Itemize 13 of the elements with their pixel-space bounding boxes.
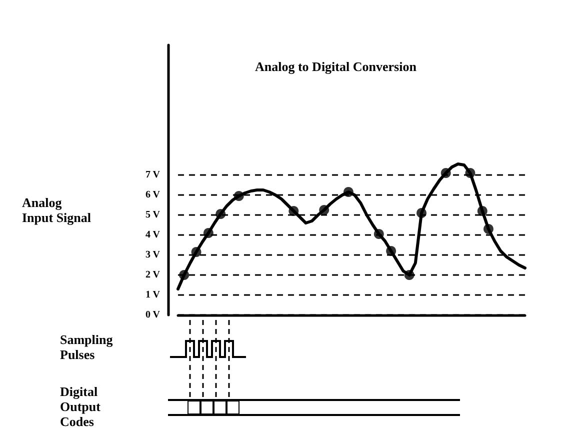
line-series xyxy=(176,162,526,290)
y-tick-label: 5 V xyxy=(145,210,161,220)
y-tick-label: 1 V xyxy=(145,290,161,300)
text: Sampling Pulses xyxy=(60,332,116,362)
text: Analog to Digital Conversion xyxy=(255,59,418,74)
text: Digital Output Codes xyxy=(60,384,104,429)
y-tick-label: 0 V xyxy=(145,310,161,320)
y-axis-title: Analog Input Signal xyxy=(22,195,92,225)
y-tick-label: 2 V xyxy=(145,270,161,280)
y-tick-label: 7 V xyxy=(145,170,161,180)
y-tick-label: 4 V xyxy=(145,230,161,240)
y-tick-label: 3 V xyxy=(145,250,161,260)
y-tick-label: 6 V xyxy=(145,190,161,200)
